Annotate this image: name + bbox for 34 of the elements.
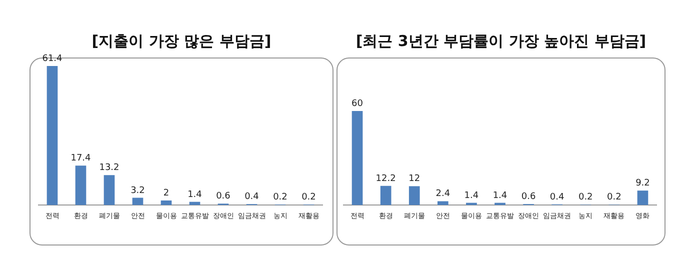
- data-label: 61.4: [42, 54, 63, 64]
- bar: [352, 111, 363, 205]
- data-label: 0.4: [244, 192, 260, 202]
- data-label: 9.2: [636, 178, 650, 189]
- bar: [104, 175, 115, 205]
- data-label: 3.2: [130, 186, 145, 196]
- data-label: 0.2: [273, 192, 288, 203]
- data-label: 2: [163, 188, 170, 198]
- data-label: 17.4: [70, 154, 92, 164]
- chart-title: [최근 3년간 부담률이 가장 높아진 부담금]: [356, 32, 646, 50]
- data-label: 1.4: [492, 190, 508, 201]
- data-label: 0.6: [521, 192, 536, 202]
- bar: [75, 166, 86, 205]
- data-label: 0.2: [578, 192, 593, 203]
- bar: [160, 200, 172, 205]
- bar: [637, 190, 648, 205]
- bar: [189, 202, 200, 205]
- data-label: 12.2: [376, 174, 396, 184]
- data-label: 1.4: [464, 190, 479, 201]
- bar: [437, 201, 448, 205]
- data-label: 1.4: [188, 190, 202, 200]
- bar: [408, 186, 420, 205]
- data-label: 0.2: [607, 192, 622, 203]
- data-label: 0.2: [302, 192, 316, 203]
- data-label: 60: [352, 99, 364, 109]
- data-label: 0.6: [216, 192, 231, 202]
- bar: [46, 66, 58, 205]
- data-label: 2.4: [436, 189, 450, 200]
- bar: [132, 198, 144, 205]
- chart-title: [지출이 가장 많은 부담금]: [92, 32, 272, 50]
- data-label: 12: [408, 174, 420, 184]
- data-label: 0.4: [550, 192, 565, 202]
- data-label: 13.2: [99, 163, 120, 174]
- bar: [380, 186, 392, 205]
